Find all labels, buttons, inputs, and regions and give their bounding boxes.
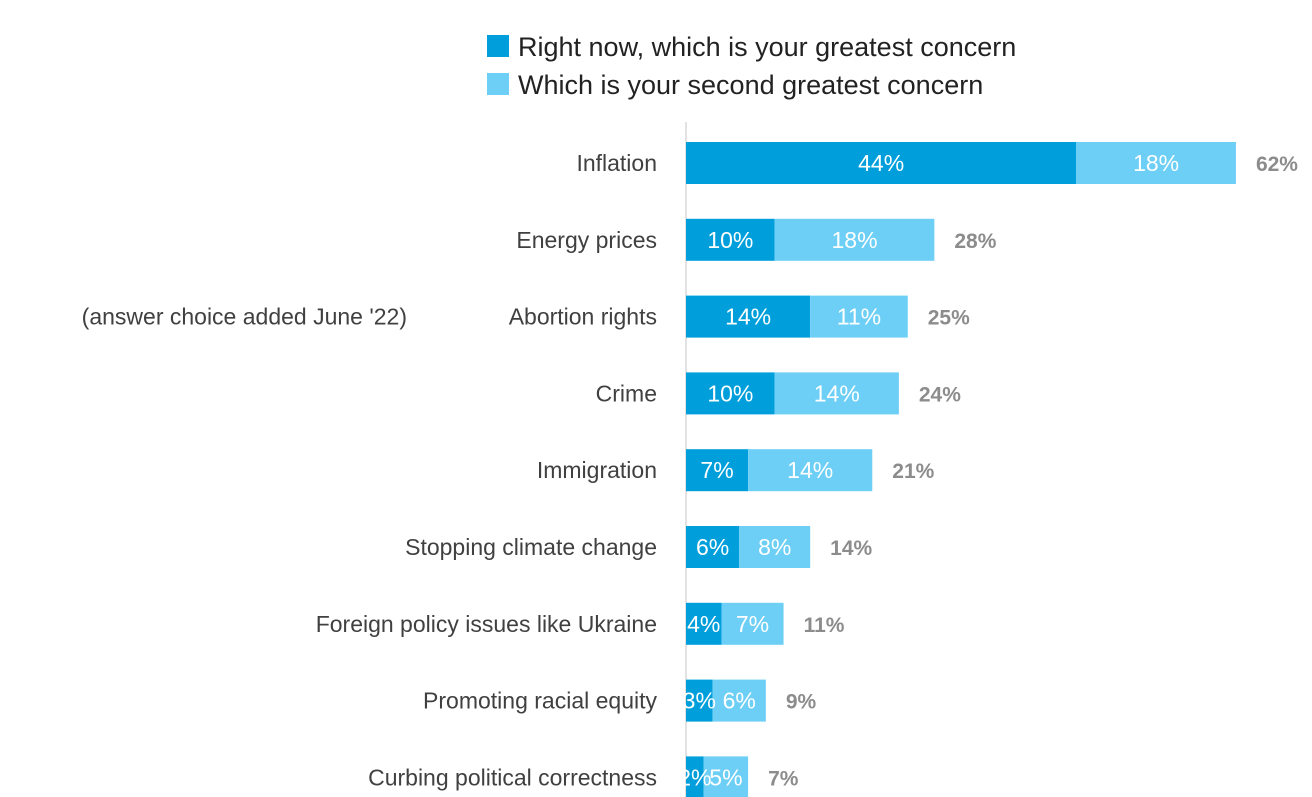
category-label-abortion-rights: Abortion rights bbox=[509, 304, 657, 330]
chart-annotations: (answer choice added June '22) bbox=[82, 304, 407, 330]
segment-label-foreign-policy-issues-like-ukraine-series-1: 4% bbox=[687, 611, 720, 637]
legend-swatch-which-is-your-second-greatest-concern bbox=[487, 73, 509, 95]
bar-immigration-series-1 bbox=[686, 449, 749, 492]
total-label-curbing-political-correctness: 7% bbox=[768, 767, 799, 790]
bar-promoting-racial-equity-series-2 bbox=[712, 679, 766, 722]
total-label-crime: 24% bbox=[919, 383, 961, 406]
bar-stopping-climate-change-series-1 bbox=[686, 526, 740, 568]
bar-crime-series-1 bbox=[686, 372, 775, 415]
legend-swatch-right-now-which-is-your-greatest-concern bbox=[487, 35, 509, 57]
segment-label-inflation-series-1: 44% bbox=[858, 150, 904, 176]
category-label-energy-prices: Energy prices bbox=[516, 227, 657, 253]
total-data-labels: 62% 28% 25% 24% 21% 14% 11% 9% 7% bbox=[768, 153, 1298, 790]
segment-label-abortion-rights-series-2: 11% bbox=[837, 304, 881, 330]
legend-label-which-is-your-second-greatest-concern: Which is your second greatest concern bbox=[518, 70, 983, 100]
category-label-crime: Crime bbox=[596, 380, 657, 406]
category-label-stopping-climate-change: Stopping climate change bbox=[405, 534, 657, 560]
segment-label-promoting-racial-equity-series-2: 6% bbox=[723, 688, 756, 714]
category-label-immigration: Immigration bbox=[537, 457, 657, 483]
bar-foreign-policy-issues-like-ukraine-series-1 bbox=[686, 602, 722, 645]
segment-label-foreign-policy-issues-like-ukraine-series-2: 7% bbox=[736, 611, 769, 637]
bar-foreign-policy-issues-like-ukraine-series-2 bbox=[721, 602, 784, 645]
bar-segments bbox=[686, 142, 1236, 797]
segment-label-stopping-climate-change-series-1: 6% bbox=[696, 534, 729, 560]
bar-energy-prices-series-1 bbox=[686, 218, 775, 261]
segment-label-energy-prices-series-2: 18% bbox=[832, 227, 878, 253]
category-label-foreign-policy-issues-like-ukraine: Foreign policy issues like Ukraine bbox=[316, 611, 657, 637]
annotation-note: (answer choice added June '22) bbox=[82, 304, 407, 330]
chart-legend: Right now, which is your greatest concer… bbox=[487, 32, 1016, 100]
category-labels: Inflation Energy prices Abortion rights Cri… bbox=[316, 150, 658, 790]
category-label-curbing-political-correctness: Curbing political correctness bbox=[368, 764, 657, 790]
total-label-inflation: 62% bbox=[1256, 153, 1298, 176]
segment-label-abortion-rights-series-1: 14% bbox=[725, 304, 771, 330]
bar-abortion-rights-series-1 bbox=[686, 295, 811, 338]
bar-immigration-series-2 bbox=[748, 449, 873, 492]
segment-label-curbing-political-correctness-series-1: 2% bbox=[678, 764, 711, 790]
segment-label-stopping-climate-change-series-2: 8% bbox=[758, 534, 791, 560]
segment-label-inflation-series-2: 18% bbox=[1133, 150, 1179, 176]
bar-abortion-rights-series-2 bbox=[810, 295, 908, 338]
total-label-abortion-rights: 25% bbox=[928, 307, 970, 330]
bar-curbing-political-correctness-series-2 bbox=[703, 756, 749, 797]
bar-crime-series-2 bbox=[774, 372, 899, 415]
total-label-immigration: 21% bbox=[892, 460, 934, 483]
segment-label-energy-prices-series-1: 10% bbox=[707, 227, 753, 253]
bar-stopping-climate-change-series-2 bbox=[739, 526, 811, 568]
legend-label-right-now-which-is-your-greatest-concern: Right now, which is your greatest concer… bbox=[518, 32, 1016, 62]
total-label-stopping-climate-change: 14% bbox=[830, 537, 872, 560]
segment-data-labels: 44% 18% 10% 18% 14% 11% 10% 14% 7% 14% 6% 8% 4% 7% 3% 6… bbox=[678, 150, 1179, 790]
segment-label-immigration-series-1: 7% bbox=[700, 457, 733, 483]
segment-label-promoting-racial-equity-series-1: 3% bbox=[683, 688, 716, 714]
category-label-promoting-racial-equity: Promoting racial equity bbox=[423, 688, 657, 714]
total-label-foreign-policy-issues-like-ukraine: 11% bbox=[804, 614, 845, 637]
segment-label-crime-series-1: 10% bbox=[707, 380, 753, 406]
bar-promoting-racial-equity-series-1 bbox=[686, 679, 713, 722]
segment-label-immigration-series-2: 14% bbox=[787, 457, 833, 483]
bar-inflation-series-1 bbox=[686, 142, 1077, 184]
total-label-promoting-racial-equity: 9% bbox=[786, 691, 817, 714]
total-label-energy-prices: 28% bbox=[954, 230, 996, 253]
bar-inflation-series-2 bbox=[1076, 142, 1236, 184]
segment-label-crime-series-2: 14% bbox=[814, 380, 860, 406]
bar-energy-prices-series-2 bbox=[774, 218, 935, 261]
segment-label-curbing-political-correctness-series-2: 5% bbox=[709, 764, 742, 790]
bar-curbing-political-correctness-series-1 bbox=[686, 756, 704, 797]
category-label-inflation: Inflation bbox=[576, 150, 657, 176]
